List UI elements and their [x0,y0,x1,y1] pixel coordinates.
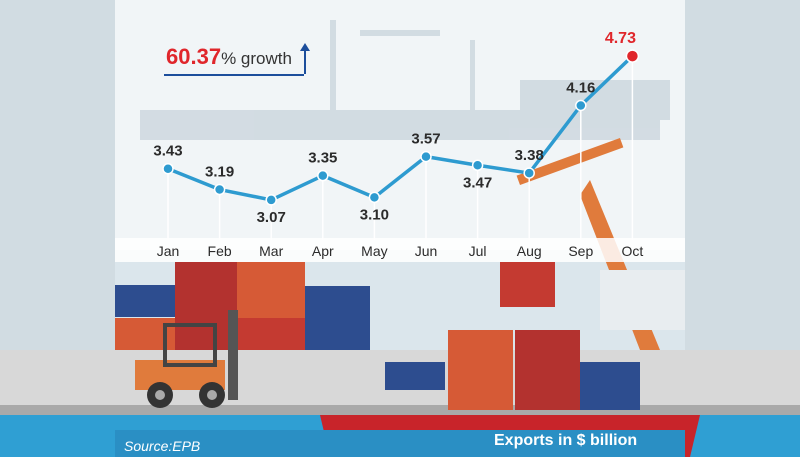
x-tick-mar: Mar [259,243,283,259]
x-axis-tick-labels: Jan Feb Mar Apr May Jun Jul Aug Sep Oct [157,243,644,259]
data-label-jan: 3.43 [153,143,182,160]
data-point-may [368,191,381,204]
chart-title: Exports in $ billion [494,432,638,449]
data-label-feb: 3.19 [205,164,234,181]
x-tick-sep: Sep [568,243,593,259]
x-tick-may: May [361,243,387,259]
data-point-aug [523,167,535,179]
x-tick-jul: Jul [469,243,487,259]
data-label-jun: 3.57 [411,131,440,148]
up-arrow-icon [300,43,310,74]
data-point-mar [265,194,277,206]
x-tick-oct: Oct [622,243,644,259]
data-labels: 3.43 3.19 3.07 3.35 3.10 3.57 3.47 3.38 4.16 4.73 [153,30,636,226]
data-label-may: 3.10 [360,206,389,223]
data-label-jul: 3.47 [463,174,492,191]
series-line-exports [167,54,634,202]
growth-suffix: % growth [221,49,292,68]
x-tick-aug: Aug [517,243,542,259]
data-point-sep [575,99,587,112]
growth-underline [164,74,304,76]
growth-annotation: 60.37 % growth [166,44,292,74]
data-point-feb [213,183,226,196]
data-point-jun [420,150,432,163]
data-label-apr: 3.35 [308,150,337,167]
data-point-jan [162,162,174,175]
x-tick-feb: Feb [208,243,232,259]
footer-band [115,430,685,457]
growth-value: 60.37 [166,44,222,69]
x-tick-jan: Jan [157,243,180,259]
x-tick-apr: Apr [312,243,334,259]
data-point-oct [625,49,640,63]
data-label-sep: 4.16 [566,79,595,96]
data-label-mar: 3.07 [257,209,286,226]
data-point-apr [317,169,329,182]
data-points [162,49,640,206]
data-label-oct: 4.73 [605,30,636,47]
data-point-jul [471,159,484,172]
vertical-guides [167,56,634,240]
source-note: Source:EPB [124,438,201,454]
x-tick-jun: Jun [415,243,438,259]
data-label-aug: 3.38 [515,147,544,164]
